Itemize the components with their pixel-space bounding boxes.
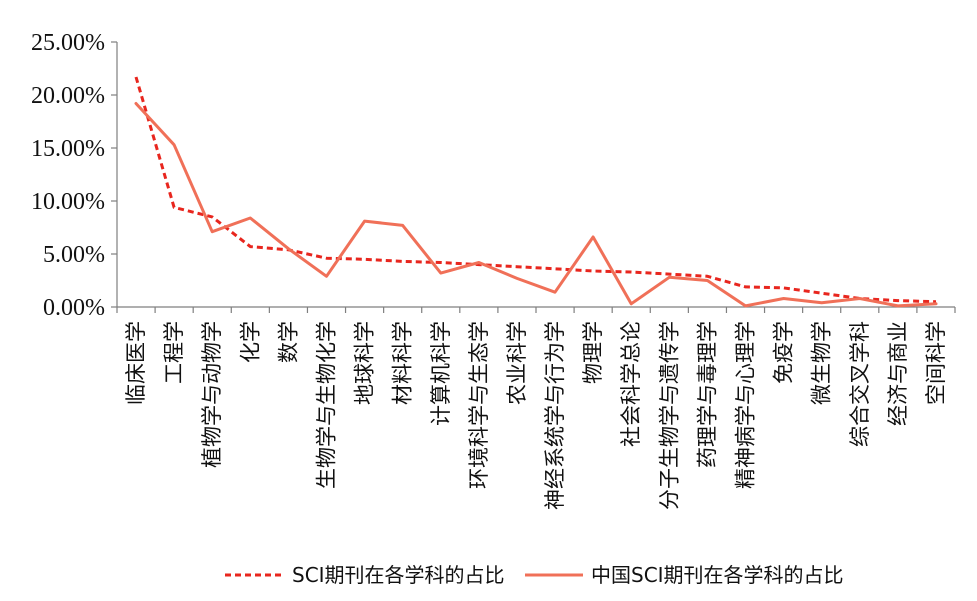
data-point-series-0 [363,258,366,261]
data-point-series-1 [896,304,899,307]
y-axis: 0.00% 5.00% 10.00% 15.00% 20.00% 25.00% [31,30,118,321]
x-tick-label: 神经系统学与行为学 [543,321,567,510]
x-tick-label: 农业科学 [505,321,529,405]
data-point-series-0 [401,260,404,263]
data-point-series-1 [934,302,937,305]
data-point-series-0 [173,206,176,209]
data-point-series-1 [477,261,480,264]
data-point-series-1 [630,302,633,305]
x-tick-label: 植物学与动物学 [200,321,224,468]
data-point-series-0 [706,275,709,278]
y-tick-label: 25.00% [31,30,105,56]
x-tick-label: 物理学 [581,321,605,384]
x-tick-label: 工程学 [162,321,186,384]
data-point-series-0 [515,265,518,268]
series-line-sci [134,76,937,304]
data-point-series-1 [744,304,747,307]
data-point-series-1 [363,220,366,223]
y-tick-label: 10.00% [31,189,105,215]
data-point-series-1 [668,276,671,279]
x-tick-label: 化学 [238,321,262,363]
data-point-series-1 [173,143,176,146]
legend-label-sci: SCI期刊在各学科的占比 [292,563,505,587]
x-tick-label: 精神病学与心理学 [734,321,758,489]
data-point-series-0 [554,267,557,270]
x-tick-label: 社会科学总论 [619,321,643,447]
data-point-series-1 [211,230,214,233]
data-point-series-0 [325,257,328,260]
legend: SCI期刊在各学科的占比 中国SCI期刊在各学科的占比 [225,563,844,587]
x-tick-label: 生物学与生物化学 [315,321,339,489]
x-tick-label: 微生物学 [810,321,834,405]
data-point-series-1 [554,291,557,294]
series-line-china-sci [134,102,938,308]
y-tick-label: 15.00% [31,136,105,162]
data-point-series-0 [820,292,823,295]
x-tick-label: 经济与商业 [886,321,910,426]
x-tick-label: 空间科学 [924,321,948,405]
x-tick-label: 材料科学 [391,321,415,405]
data-point-series-0 [135,75,138,78]
y-tick-label: 20.00% [31,83,105,109]
data-point-series-1 [249,216,252,219]
y-tick-label: 0.00% [43,295,105,321]
x-tick-label: 药理学与毒理学 [695,321,719,468]
x-tick-label: 数学 [276,321,300,363]
x-tick-label: 免疫学 [772,321,796,384]
x-tick-label: 分子生物学与遗传学 [657,321,681,510]
data-point-series-0 [249,245,252,248]
data-point-series-0 [744,285,747,288]
data-point-series-1 [287,247,290,250]
series-layer [134,75,938,308]
data-point-series-1 [592,236,595,239]
data-point-series-1 [325,275,328,278]
data-point-series-1 [135,102,138,105]
data-point-series-1 [858,297,861,300]
x-tick-label: 环境科学与生态学 [467,321,491,489]
x-tick-label: 临床医学 [124,321,148,405]
data-point-series-0 [896,299,899,302]
y-tick-label: 5.00% [43,242,105,268]
data-point-series-1 [782,297,785,300]
data-point-series-1 [706,279,709,282]
x-tick-label: 计算机科学 [429,321,453,426]
x-tick-label: 地球科学 [353,321,377,405]
x-tick-label: 综合交叉学科 [848,321,872,447]
data-point-series-0 [211,215,214,218]
data-point-series-0 [782,286,785,289]
data-point-series-1 [515,277,518,280]
data-point-series-0 [439,261,442,264]
data-point-series-0 [668,273,671,276]
x-axis: 临床医学 工程学 植物学与动物学 化学 数学 生物学与生物化学 地球科学 材料科学 计算机科学环… [116,306,956,510]
data-point-series-0 [630,271,633,274]
data-point-series-1 [401,224,404,227]
data-point-series-0 [592,269,595,272]
data-point-series-1 [820,301,823,304]
legend-label-china-sci: 中国SCI期刊在各学科的占比 [591,563,844,587]
data-point-series-1 [439,272,442,275]
